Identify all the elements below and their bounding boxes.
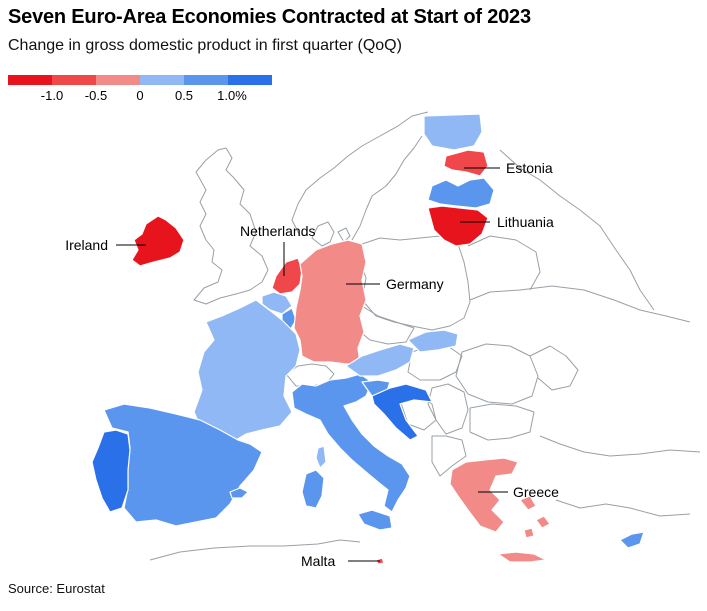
legend-swatch xyxy=(228,75,272,85)
serbia-outline xyxy=(427,383,469,435)
country-portugal xyxy=(91,429,131,513)
label-netherlands: Netherlands xyxy=(240,223,316,239)
legend-swatch xyxy=(140,75,184,85)
country-germany xyxy=(293,239,367,365)
czechia-outline xyxy=(357,305,415,345)
label-malta: Malta xyxy=(301,553,335,569)
source-note: Source: Eurostat xyxy=(8,581,105,596)
ukraine-outline xyxy=(469,285,691,323)
label-ireland: Ireland xyxy=(65,237,108,253)
legend-tick: 0.5 xyxy=(174,88,194,103)
country-greece-crete xyxy=(497,551,547,563)
legend-swatch xyxy=(96,75,140,85)
country-finland xyxy=(423,113,483,151)
country-italy-sicily xyxy=(357,509,393,531)
chart-title: Seven Euro-Area Economies Contracted at … xyxy=(8,6,531,28)
chart-subtitle: Change in gross domestic product in firs… xyxy=(8,37,402,54)
label-lithuania: Lithuania xyxy=(497,214,554,230)
bulgaria-outline xyxy=(469,403,535,441)
country-france-corsica xyxy=(315,445,327,469)
country-lithuania xyxy=(427,205,489,247)
country-latvia xyxy=(427,177,495,209)
hungary-outline xyxy=(407,345,463,381)
turkey-outline xyxy=(539,435,701,457)
label-estonia: Estonia xyxy=(506,160,553,176)
euro-area-countries xyxy=(91,113,645,565)
country-netherlands xyxy=(271,257,303,295)
europe-map: Ireland Netherlands Germany Estonia Lith… xyxy=(65,111,701,569)
non-euro-country-outlines xyxy=(149,111,701,561)
country-croatia xyxy=(371,383,433,441)
albania-macedonia-outline xyxy=(431,435,467,477)
country-france xyxy=(193,299,301,441)
legend-swatch xyxy=(52,75,96,85)
legend-tick: 1.0% xyxy=(217,88,247,103)
country-spain-balearic xyxy=(229,487,249,499)
ukraine-moldova-outline xyxy=(529,345,579,391)
legend-tick: 0 xyxy=(136,88,144,103)
country-ireland xyxy=(131,215,185,267)
turkey-south-coast xyxy=(555,499,691,517)
romania-outline xyxy=(455,343,539,405)
belarus-outline xyxy=(467,235,541,291)
label-greece: Greece xyxy=(513,484,559,500)
legend-tick: -1.0 xyxy=(40,88,64,103)
north-africa-coast xyxy=(149,539,361,561)
legend-swatch xyxy=(184,75,228,85)
sweden-outline xyxy=(351,135,423,241)
country-italy-sardinia xyxy=(301,469,325,509)
color-legend: -1.0 -0.5 0 0.5 1.0% xyxy=(8,75,272,103)
great-britain-outline xyxy=(193,147,269,305)
legend-swatch xyxy=(8,75,52,85)
label-germany: Germany xyxy=(386,276,444,292)
country-slovakia xyxy=(407,329,459,353)
russia-border xyxy=(499,149,655,311)
country-greece-islands xyxy=(519,495,551,539)
legend-tick: -0.5 xyxy=(84,88,108,103)
country-austria xyxy=(345,343,415,377)
denmark-outline xyxy=(311,221,351,247)
country-labels: Ireland Netherlands Germany Estonia Lith… xyxy=(65,160,559,569)
country-cyprus xyxy=(619,531,645,549)
country-estonia xyxy=(443,149,489,177)
scandinavia-outline xyxy=(291,111,429,237)
legend-color-bar xyxy=(8,75,272,85)
legend-ticks: -1.0 -0.5 0 0.5 1.0% xyxy=(8,85,272,103)
country-greece xyxy=(449,457,519,533)
